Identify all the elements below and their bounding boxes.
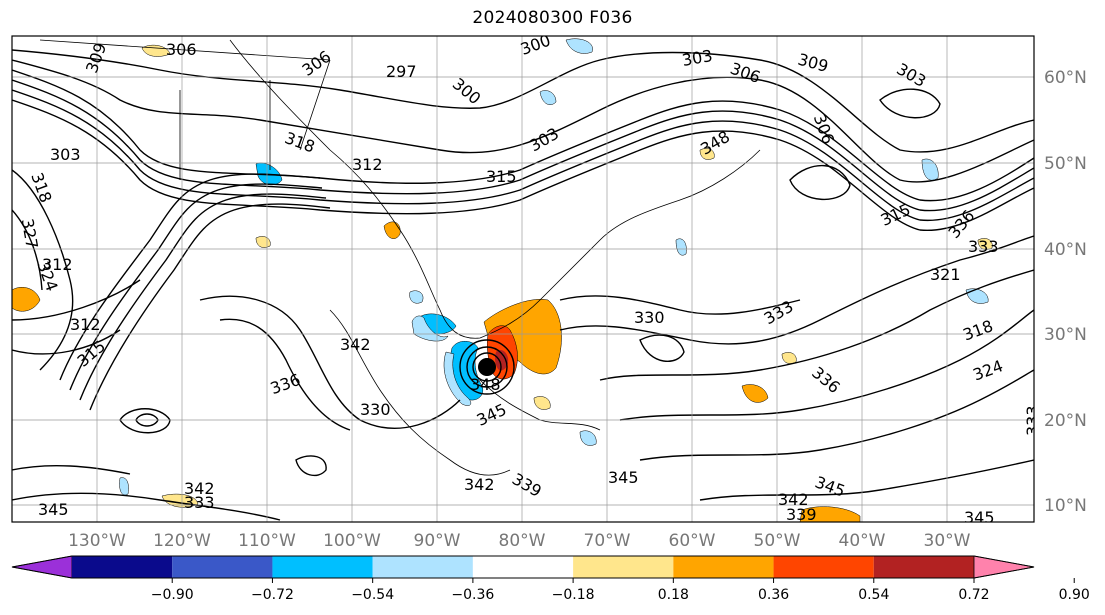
positive-shading-1 (141, 44, 171, 57)
storm-center-icon (478, 358, 496, 376)
contour-label: 345 (608, 468, 639, 487)
contour-label: 309 (796, 50, 830, 76)
contour-label: 300 (518, 31, 553, 59)
contour-label: 312 (42, 255, 73, 274)
contour-label: 348 (470, 375, 501, 394)
colorbar-ticks: −0.90 −0.72 −0.54 −0.36 −0.18 0.18 0.36 0.54 0.7… (151, 578, 1090, 603)
contour-label: 336 (808, 363, 844, 397)
contour-label: 333 (968, 237, 999, 256)
lat-label: 20°N (1044, 411, 1087, 431)
contour-label: 303 (526, 124, 562, 156)
contour-label: 306 (166, 40, 197, 59)
contour-label: 333 (1023, 405, 1042, 436)
positive-shading-9 (781, 352, 797, 364)
positive-shading-5 (799, 506, 861, 522)
contour-label: 342 (340, 335, 371, 354)
colorbar-tick-label: −0.54 (351, 587, 394, 603)
positive-shading-11 (255, 236, 271, 248)
contour-label: 345 (38, 500, 69, 519)
colorbar-tick-label: 0.18 (658, 587, 689, 603)
contour-label: 345 (474, 400, 510, 430)
negative-shading-8 (409, 290, 424, 304)
contour-label: 339 (509, 469, 545, 501)
map-frame (11, 35, 1035, 523)
contour-label: 303 (50, 145, 81, 164)
contour-label: 318 (960, 316, 995, 344)
map-title: 2024080300 F036 (472, 8, 633, 28)
positive-shading-10 (977, 238, 993, 250)
positive-shading-7 (699, 148, 715, 160)
positive-shading-darkred (495, 350, 509, 371)
lon-label: 90°W (414, 531, 461, 551)
contour-label: 342 (778, 490, 809, 509)
negative-shading-9 (119, 477, 129, 496)
contour-label: 318 (27, 170, 55, 205)
lat-label: 40°N (1044, 240, 1087, 260)
contour-label: 315 (486, 167, 517, 186)
lon-label: 100°W (323, 531, 381, 551)
colorbar-tick-label: −0.72 (251, 587, 294, 603)
contour-label: 339 (786, 505, 817, 524)
lon-label: 110°W (238, 531, 296, 551)
positive-shading-3 (12, 287, 41, 312)
contour-label: 333 (761, 297, 797, 329)
contour-label: 345 (964, 508, 995, 527)
contour-label: 345 (812, 472, 847, 500)
forecast-map: 306 309 297 300 303 306 306 303 300 309 … (11, 31, 1087, 551)
colorbar-tick-label: 0.36 (758, 587, 789, 603)
contour-label: 342 (464, 475, 495, 494)
lon-label: 40°W (839, 531, 886, 551)
lon-label: 50°W (754, 531, 801, 551)
contour-label: 330 (360, 400, 391, 419)
colorbar-tick-label: 0.90 (1059, 587, 1090, 603)
coastlines (39, 39, 761, 476)
contour-label: 297 (386, 62, 417, 81)
contour-label: 303 (681, 46, 714, 70)
lat-label: 10°N (1044, 496, 1087, 516)
contour-label: 327 (18, 217, 42, 250)
lon-label: 130°W (68, 531, 126, 551)
lat-label: 60°N (1044, 68, 1087, 88)
negative-shading-7 (675, 238, 687, 256)
lon-label: 30°W (924, 531, 971, 551)
lat-label: 30°N (1044, 325, 1087, 345)
contour-label: 303 (893, 59, 929, 91)
lon-label: 70°W (584, 531, 631, 551)
contour-label: 321 (930, 265, 961, 284)
contour-label: 306 (810, 112, 838, 147)
lon-label: 120°W (153, 531, 211, 551)
colorbar-tick-label: −0.90 (151, 587, 194, 603)
graticule (12, 36, 1034, 522)
contour-label: 312 (70, 315, 101, 334)
colorbar-tick-label: 0.72 (958, 587, 989, 603)
contour-label: 309 (82, 40, 110, 75)
positive-shading-4 (741, 384, 769, 403)
colorbar-tick-label: 0.54 (858, 587, 889, 603)
negative-shading-4 (921, 158, 939, 181)
contour-label: 312 (352, 155, 383, 174)
contour-label: 306 (728, 59, 763, 87)
contour-label: 330 (634, 308, 665, 327)
negative-shading-5 (965, 288, 989, 304)
colorbar-tick-label: −0.36 (451, 587, 494, 603)
contour-label: 324 (970, 356, 1005, 384)
colorbar-tick-label: −0.18 (552, 587, 595, 603)
positive-shading-2 (383, 221, 401, 239)
lat-label: 50°N (1044, 154, 1087, 174)
negative-shading-2 (565, 38, 593, 54)
lon-label: 80°W (499, 531, 546, 551)
negative-shading-3 (539, 90, 557, 105)
positive-shading-8 (533, 396, 551, 410)
contour-label: 336 (268, 370, 303, 398)
negative-shading-light-hurricane (443, 351, 472, 406)
isentrope-contours (12, 49, 1034, 521)
contour-label: 342 (184, 479, 215, 498)
contour-label: 300 (449, 74, 485, 108)
lon-label: 60°W (669, 531, 716, 551)
contour-label: 333 (184, 493, 215, 512)
contour-label: 306 (299, 47, 335, 80)
negative-shading-6 (579, 430, 597, 446)
